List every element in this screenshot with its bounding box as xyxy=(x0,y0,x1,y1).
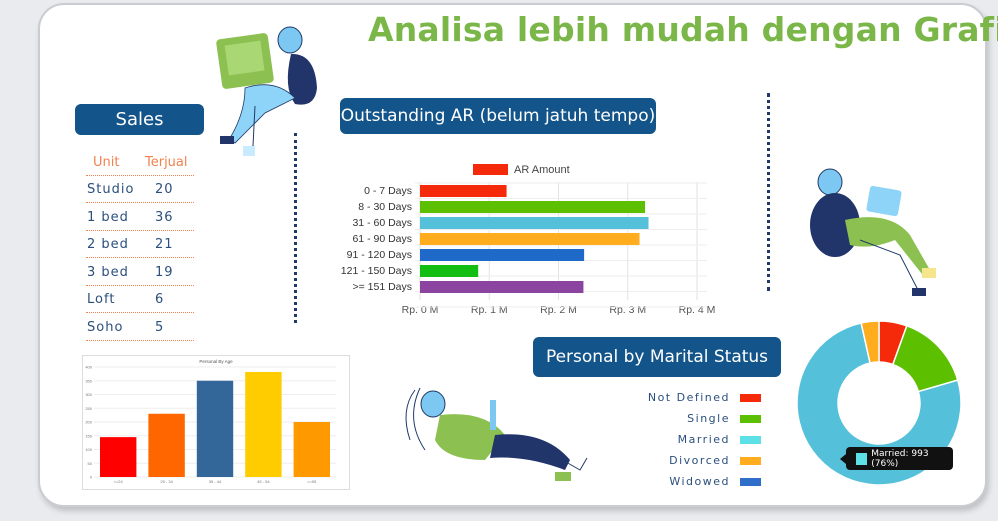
column-header-terjual: Terjual xyxy=(145,155,188,170)
dotted-separator xyxy=(294,133,297,323)
x-tick-label: Rp. 1 M xyxy=(471,304,508,316)
legend-label: Married xyxy=(677,433,730,446)
ar-bar xyxy=(420,249,585,261)
y-tick-label: 300 xyxy=(85,392,92,397)
ar-bar xyxy=(420,233,640,245)
sales-sold: 20 xyxy=(155,182,174,197)
legend-swatch xyxy=(740,415,761,423)
age-bar xyxy=(245,371,282,477)
x-tick-label: Rp. 2 M xyxy=(540,304,577,316)
divider xyxy=(86,339,194,341)
age-bar xyxy=(196,380,234,477)
x-tick-label: Rp. 3 M xyxy=(609,304,646,316)
legend-swatch xyxy=(740,457,761,465)
ar-bar xyxy=(420,217,649,229)
sales-sold: 36 xyxy=(155,209,174,225)
divider xyxy=(86,229,194,231)
legend-label: Single xyxy=(687,412,730,425)
person-laptop-illustration xyxy=(216,26,317,156)
y-tick-label: 61 - 90 Days xyxy=(352,233,412,245)
donut-slice xyxy=(860,320,880,364)
y-tick-label: 91 - 120 Days xyxy=(347,249,412,261)
person-sitting-illustration xyxy=(810,168,936,296)
sales-title: Sales xyxy=(75,104,204,135)
sales-unit: Soho xyxy=(87,319,124,335)
ar-bar xyxy=(420,201,646,213)
y-tick-label: 100 xyxy=(85,447,92,452)
sales-sold: 21 xyxy=(155,237,174,252)
legend-swatch xyxy=(740,478,761,486)
y-tick-label: >= 151 Days xyxy=(352,281,412,293)
y-tick-label: 250 xyxy=(85,406,92,411)
ar-title: Outstanding AR (belum jatuh tempo) xyxy=(340,98,656,134)
legend-swatch xyxy=(473,164,508,175)
person-lying-illustration xyxy=(405,387,588,481)
ar-bar xyxy=(420,185,507,197)
y-tick-label: 50 xyxy=(88,461,93,466)
ar-bar xyxy=(420,281,584,293)
legend-label: Divorced xyxy=(669,454,730,467)
x-tick-label: <=24 xyxy=(114,479,124,484)
age-bar-chart: Personal By Age 0 50 100 150 200 250 300 350 400 <… xyxy=(82,355,350,490)
sales-unit: 3 bed xyxy=(87,264,129,280)
donut-slice xyxy=(891,324,959,393)
sales-unit: Loft xyxy=(87,292,116,307)
donut-slice xyxy=(796,322,962,486)
legend-swatch xyxy=(740,436,761,444)
y-tick-label: 31 - 60 Days xyxy=(352,217,412,229)
x-tick-label: Rp. 0 M xyxy=(402,304,439,316)
legend-label: Widowed xyxy=(669,475,730,488)
dotted-separator xyxy=(767,93,770,291)
page-title: Analisa lebih mudah dengan Grafik xyxy=(368,10,998,49)
x-tick-label: >=55 xyxy=(307,479,317,484)
marital-donut-chart xyxy=(796,320,962,486)
chart-title: Personal By Age xyxy=(199,359,233,364)
y-tick-label: 8 - 30 Days xyxy=(358,201,412,213)
sales-unit: 1 bed xyxy=(87,209,129,225)
column-header-unit: Unit xyxy=(93,155,120,170)
tooltip-text: Married: 993 (76%) xyxy=(871,448,929,469)
chart-tooltip: Married: 993 (76%) xyxy=(840,447,953,470)
divider xyxy=(86,284,194,286)
y-tick-label: 121 - 150 Days xyxy=(341,265,412,277)
sales-unit: Studio xyxy=(87,182,135,197)
sales-sold: 19 xyxy=(155,264,174,280)
y-tick-label: 200 xyxy=(85,420,92,425)
divider xyxy=(86,312,194,313)
sales-sold: 5 xyxy=(155,319,165,335)
age-bar xyxy=(100,437,137,477)
legend-label: AR Amount xyxy=(514,164,570,176)
x-tick-label: Rp. 4 M xyxy=(679,304,716,316)
y-tick-label: 150 xyxy=(85,433,92,438)
x-tick-label: 35 - 44 xyxy=(209,479,222,484)
divider xyxy=(86,202,194,203)
legend-swatch xyxy=(740,394,761,402)
age-bar xyxy=(293,422,330,477)
sales-unit: 2 bed xyxy=(87,237,129,252)
marital-title: Personal by Marital Status xyxy=(533,337,781,377)
x-tick-label: 25 - 34 xyxy=(160,479,173,484)
age-bar xyxy=(148,413,185,477)
y-tick-label: 0 xyxy=(90,475,93,480)
x-tick-label: 45 - 54 xyxy=(257,479,270,484)
divider xyxy=(86,257,194,258)
legend-label: Not Defined xyxy=(647,391,730,404)
y-tick-label: 0 - 7 Days xyxy=(364,185,412,197)
ar-bar-chart: AR Amount Rp. 0 M Rp. 1 M Rp. 2 M Rp. 3 M Rp.… xyxy=(341,164,716,316)
y-tick-label: 400 xyxy=(85,365,92,370)
y-tick-label: 350 xyxy=(85,378,92,383)
tooltip-swatch xyxy=(856,452,868,465)
divider xyxy=(86,175,194,176)
ar-bar xyxy=(420,265,479,277)
sales-sold: 6 xyxy=(155,292,165,307)
